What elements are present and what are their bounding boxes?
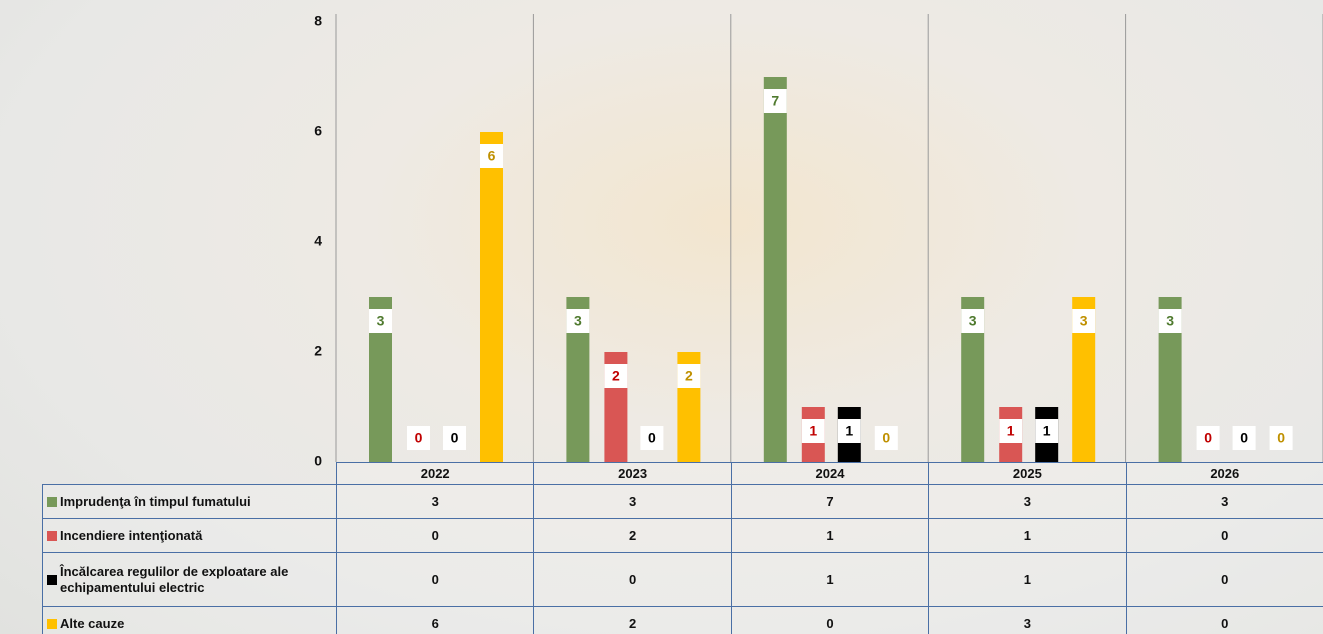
value-label: 3 xyxy=(969,313,977,329)
y-tick-label: 4 xyxy=(314,233,322,249)
value-label: 3 xyxy=(1080,313,1088,329)
table-header: 2022 xyxy=(336,462,535,485)
table-cell: 1 xyxy=(730,552,930,607)
value-label: 0 xyxy=(882,430,890,446)
table-cell: 3 xyxy=(928,484,1127,519)
value-label: 2 xyxy=(612,368,620,384)
value-label-box xyxy=(999,419,1023,443)
legend-entry: Încălcarea regulilor de exploatare ale e… xyxy=(42,552,337,607)
value-label: 1 xyxy=(1007,423,1015,439)
legend-swatch xyxy=(47,530,57,541)
value-label: 3 xyxy=(574,313,582,329)
value-label-box xyxy=(874,426,898,450)
bar xyxy=(566,297,590,462)
legend-swatch xyxy=(47,496,57,507)
value-label: 7 xyxy=(771,93,779,109)
table-cell: 0 xyxy=(336,518,535,553)
legend-entry: Imprudenţa în timpul fumatului xyxy=(42,484,337,519)
table-cell: 3 xyxy=(533,484,732,519)
table-header: 2025 xyxy=(928,462,1127,485)
table-cell: 0 xyxy=(730,606,930,634)
table-cell: 1 xyxy=(928,552,1127,607)
table-cell: 2 xyxy=(533,606,732,634)
legend-entry: Alte cauze xyxy=(42,606,337,634)
value-label-box xyxy=(837,419,861,443)
value-label-box xyxy=(407,426,430,450)
value-label-box xyxy=(1269,426,1293,450)
y-tick-label: 2 xyxy=(314,343,322,359)
legend-label: Încălcarea regulilor de exploatare ale e… xyxy=(60,563,289,595)
y-tick-label: 0 xyxy=(314,453,322,469)
value-label-box xyxy=(566,309,590,333)
bar xyxy=(369,297,392,462)
table-cell: 3 xyxy=(928,606,1127,634)
value-label-box xyxy=(640,426,664,450)
value-label-box xyxy=(369,309,392,333)
bar xyxy=(1072,297,1096,462)
bar xyxy=(763,77,787,462)
table-header: 2024 xyxy=(730,462,930,485)
value-label-box xyxy=(763,89,787,113)
value-label: 6 xyxy=(488,148,496,164)
table-cell: 3 xyxy=(1125,484,1323,519)
value-label: 1 xyxy=(809,423,817,439)
value-label-box xyxy=(961,309,985,333)
legend-label: Incendiere intenţionată xyxy=(60,527,203,543)
value-label-box xyxy=(1196,426,1220,450)
bar xyxy=(480,132,503,462)
y-tick-label: 8 xyxy=(314,13,322,29)
table-cell: 7 xyxy=(730,484,930,519)
table-cell: 1 xyxy=(928,518,1127,553)
table-cell: 1 xyxy=(730,518,930,553)
value-label: 0 xyxy=(1277,430,1285,446)
value-label: 0 xyxy=(1204,430,1212,446)
value-label-box xyxy=(480,144,503,168)
table-cell: 0 xyxy=(1125,518,1323,553)
table-cell: 3 xyxy=(336,484,535,519)
value-label-box xyxy=(443,426,466,450)
value-label-box xyxy=(1158,309,1182,333)
bar xyxy=(1158,297,1182,462)
legend-swatch xyxy=(47,574,57,585)
value-label: 1 xyxy=(845,423,853,439)
table-cell: 6 xyxy=(336,606,535,634)
value-label: 3 xyxy=(377,313,385,329)
value-label-box xyxy=(1072,309,1096,333)
y-tick-label: 6 xyxy=(314,123,322,139)
legend-label: Alte cauze xyxy=(60,615,125,631)
value-label-box xyxy=(801,419,825,443)
value-label: 3 xyxy=(1166,313,1174,329)
table-header: 2026 xyxy=(1125,462,1323,485)
bar xyxy=(961,297,985,462)
value-label-box xyxy=(677,364,701,388)
table-cell: 2 xyxy=(533,518,732,553)
value-label: 1 xyxy=(1043,423,1051,439)
table-cell: 0 xyxy=(1125,606,1323,634)
value-label: 0 xyxy=(1240,430,1248,446)
table-cell: 0 xyxy=(533,552,732,607)
table-cell: 0 xyxy=(336,552,535,607)
legend-entry: Incendiere intenţionată xyxy=(42,518,337,553)
value-label-box xyxy=(1232,426,1256,450)
value-label: 0 xyxy=(415,430,423,446)
value-label: 0 xyxy=(648,430,656,446)
value-label: 2 xyxy=(685,368,693,384)
table-cell: 0 xyxy=(1125,552,1323,607)
legend-label: Imprudenţa în timpul fumatului xyxy=(60,493,251,509)
value-label-box xyxy=(604,364,628,388)
value-label-box xyxy=(1035,419,1059,443)
legend-swatch xyxy=(47,618,57,629)
value-label: 0 xyxy=(451,430,459,446)
table-header: 2023 xyxy=(533,462,732,485)
